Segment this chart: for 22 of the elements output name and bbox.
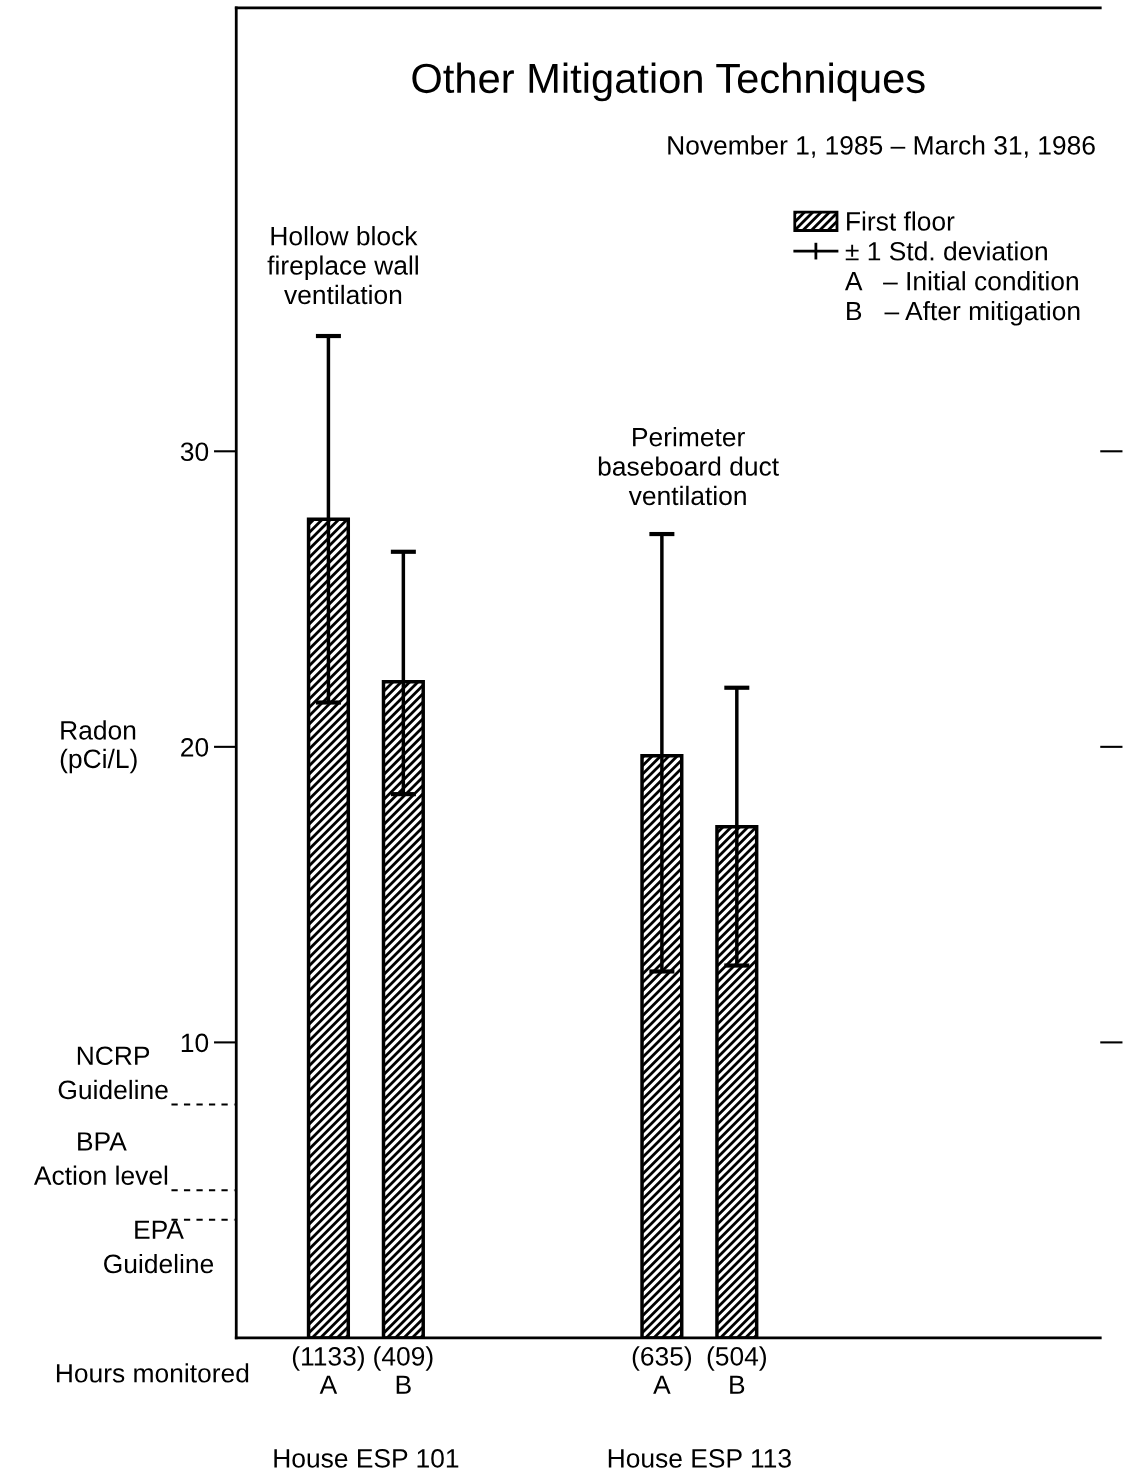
y-tick-label: 20 [181, 737, 209, 757]
x-tick-label: (504) B [707, 1346, 766, 1394]
y-tick-label: 30 [180, 442, 209, 462]
annotation: Hollow block fireplace wall ventilation [267, 226, 418, 305]
annotation: Perimeter baseboard duct ventilation [598, 427, 779, 506]
text: B – After mitigation [847, 301, 1080, 326]
ref-line-label: NCRP Guideline [58, 1046, 168, 1100]
x-tick-label: (635) A [632, 1346, 692, 1394]
ref-line-label: EPA Guideline [104, 1220, 214, 1274]
text: November 1, 1985 – March 31, 1986 [668, 135, 1095, 158]
text: House ESP 113 [608, 1449, 791, 1468]
text: Other Mitigation Techniques [412, 62, 925, 102]
ref-line-label: BPA Action level [33, 1132, 168, 1185]
y-tick-label: 10 [181, 1033, 209, 1053]
text: Hours monitored [56, 1363, 249, 1383]
text: House ESP 101 [274, 1449, 459, 1468]
text: A – Initial condition [844, 271, 1078, 291]
x-tick-label: (1133) A [292, 1346, 364, 1394]
text: ± 1 Std. deviation [845, 241, 1047, 261]
y-axis-title: Radon (pCi/L) [60, 720, 137, 774]
x-tick-label: (409) B [374, 1346, 433, 1394]
legend-label: First floor [847, 211, 955, 231]
